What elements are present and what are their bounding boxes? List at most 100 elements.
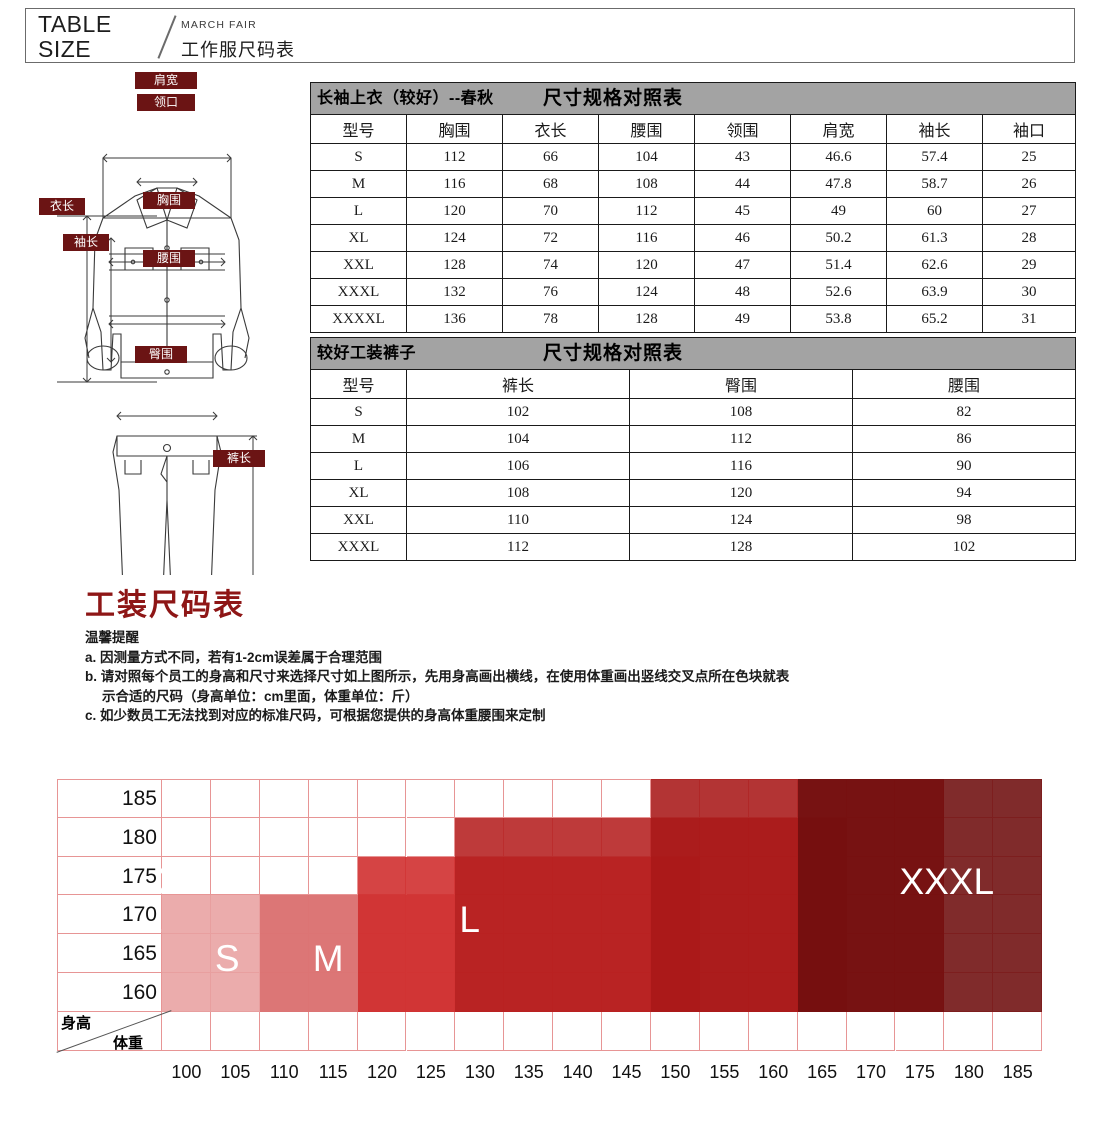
heatmap-grid-cell [602,779,651,818]
label-shoulder-width: 肩宽 [135,72,197,89]
cell: 46 [694,224,791,252]
heatmap-grid-cell [210,1011,260,1051]
jacket-col-header: 腰围 [598,114,695,144]
heatmap-grid-cell [553,1011,603,1051]
title-line-2: SIZE [38,36,92,62]
cell: 50.2 [790,224,887,252]
heatmap-grid-cell [57,895,162,935]
table-row: XXXL 132 76 124 48 52.6 63.9 30 [310,278,1076,306]
cell: 61.3 [886,224,983,252]
cell: 102 [852,533,1076,561]
pants-table-body: 较好工装裤子 尺寸规格对照表 型号 裤长 臀围 腰围 S 102 108 82 M 10… [310,337,1076,561]
heatmap-x-tick: 110 [269,1062,299,1082]
cell: 132 [406,278,503,306]
jacket-banner-cell: 长袖上衣（较好）--春秋 尺寸规格对照表 [310,82,1076,115]
heatmap-size-label-xxxl: XXXL [899,860,995,902]
heatmap-grid-cell [651,1011,700,1051]
cell: 47.8 [790,170,887,198]
heatmap-corner-cell: 身高 体重 [56,1010,172,1053]
heatmap-grid-cell [602,1011,651,1051]
heatmap-grid-cell [308,1011,358,1051]
note-line-b2: 示合适的尺码（身高单位：cm里面，体重单位：斤） [102,688,419,704]
cell: 112 [629,425,853,453]
heatmap-y-tick: 165 [121,942,157,966]
heatmap-grid-cell [455,1011,505,1051]
jacket-col-header: 袖长 [886,114,983,144]
jacket-col-header: 领围 [694,114,791,144]
cell: 98 [852,506,1076,534]
table-row: M 116 68 108 44 47.8 58.7 26 [310,170,1076,198]
heatmap-grid-cell [308,817,358,857]
jacket-col-header: 型号 [310,114,407,144]
heatmap-size-label-l: L [459,899,480,941]
cell: 49 [790,197,887,225]
heatmap-grid-cell [210,817,260,857]
cell-size: XXL [310,506,407,534]
pants-col-header: 型号 [310,369,407,399]
title-line-1: TABLE [38,11,112,37]
cell: 102 [406,398,630,426]
heatmap-y-tick: 170 [121,903,157,927]
heatmap-grid-cell [406,779,456,818]
cell: 63.9 [886,278,983,306]
heatmap-size-label-s: S [214,938,240,980]
cell-size: L [310,197,407,225]
table-row: L 106 116 90 [310,452,1076,480]
cell: 94 [852,479,1076,507]
heatmap-x-tick: 155 [709,1062,740,1082]
cell: 108 [598,170,695,198]
heatmap-x-tick: 180 [953,1062,984,1082]
heatmap-grid-cell [259,779,309,818]
cell-size: XXXL [310,278,407,306]
cell: 74 [502,251,599,279]
cell: 112 [406,143,503,171]
cell-size: XL [310,224,407,252]
heatmap-grid-cell [57,779,162,818]
cell: 128 [598,305,695,333]
cell: 28 [982,224,1076,252]
heatmap-size-label-xxl: XXL [117,860,188,902]
cell: 48 [694,278,791,306]
heatmap-x-tick: 175 [904,1062,935,1082]
cell-size: S [310,143,407,171]
jacket-col-header: 衣长 [502,114,599,144]
heatmap-grid-cell [162,856,211,896]
cell-size: M [310,425,407,453]
heatmap-grid-cell [504,1011,554,1051]
cell: 47 [694,251,791,279]
heatmap-size-label-xl: XL [117,899,163,941]
heatmap-x-tick: 170 [856,1062,887,1082]
cell: 106 [406,452,630,480]
cell: 27 [982,197,1076,225]
cell: 70 [502,197,599,225]
heatmap-grid-cell [308,856,358,896]
cell: 104 [598,143,695,171]
heatmap-grid-cell [357,1011,407,1051]
jacket-banner-center: 尺寸规格对照表 [542,88,683,109]
cell-size: M [310,170,407,198]
cell: 108 [629,398,853,426]
notes-heading: 温馨提醒 [85,630,139,645]
heatmap-size-label-m: M [312,938,344,980]
label-sleeve-length: 袖长 [63,234,109,251]
page-title: TABLE SIZE [38,12,153,62]
cell: 26 [982,170,1076,198]
heatmap-grid-cell [699,1011,749,1051]
cell: 104 [406,425,630,453]
heatmap-x-tick: 105 [220,1062,251,1082]
jacket-size-table: 长袖上衣（较好）--春秋 尺寸规格对照表 型号 胸围 衣长 腰围 领围 肩宽 袖… [310,82,1076,333]
heatmap-grid-cell [455,779,505,818]
corner-height-label: 身高 [61,1015,92,1032]
label-hip: 臀围 [135,346,187,363]
heatmap-x-tick: 115 [318,1062,348,1082]
cell: 53.8 [790,305,887,333]
heatmap-grid-cell [993,1011,1043,1051]
pants-col-header: 裤长 [406,369,630,399]
heatmap-grid-cell [57,973,162,1012]
heatmap-grid-outline [57,779,1042,1051]
cell: 128 [629,533,853,561]
heatmap-grid-cell [57,817,162,857]
cell: 29 [982,251,1076,279]
note-line-a: a. 因测量方式不同，若有1-2cm误差属于合理范围 [85,649,383,665]
heatmap-grid-cell [57,934,162,973]
